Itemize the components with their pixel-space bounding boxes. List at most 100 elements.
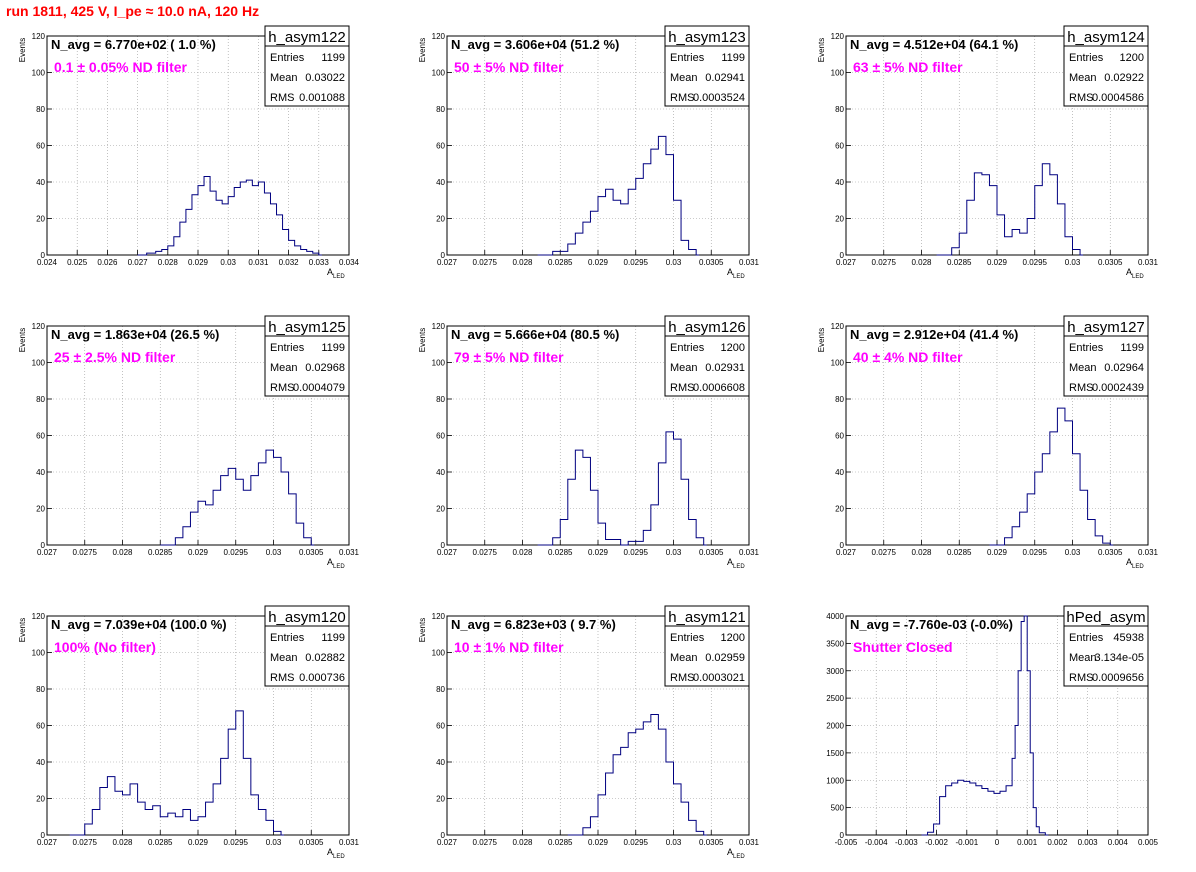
stat-value: 45938 (1113, 632, 1144, 644)
stats-box (664, 315, 750, 397)
x-tick-label: 0.0295 (624, 548, 649, 557)
histogram-name: h_asym121 (668, 609, 746, 626)
stat-label: Entries (270, 342, 305, 354)
x-tick-label: 0.0275 (872, 258, 897, 267)
histogram-line (137, 176, 322, 256)
filter-label: 50 ± 5% ND filter (454, 59, 564, 75)
y-axis-label: Events (817, 328, 826, 352)
x-tick-label: 0.0295 (1023, 258, 1048, 267)
navg-label: N_avg = 4.512e+04 (64.1 %) (850, 37, 1018, 52)
x-tick-label: 0.0305 (299, 548, 324, 557)
y-tick-label: 100 (32, 69, 46, 78)
y-tick-label: 0 (41, 831, 46, 840)
x-axis-label: ALED (727, 267, 745, 280)
y-tick-label: 40 (835, 468, 844, 477)
histogram-line (921, 615, 1049, 836)
y-tick-label: 100 (432, 649, 446, 658)
y-axis-label: Events (817, 38, 826, 62)
stat-label: Entries (1069, 342, 1104, 354)
y-tick-label: 20 (436, 215, 445, 224)
navg-label: N_avg = -7.760e-03 (-0.0%) (850, 617, 1013, 632)
x-tick-label: 0.031 (739, 548, 760, 557)
stat-value: 1199 (321, 342, 345, 354)
stat-label: Entries (1069, 52, 1104, 64)
x-tick-label: 0.03 (1065, 548, 1081, 557)
stat-value: 1199 (321, 632, 345, 644)
navg-label: N_avg = 6.770e+02 ( 1.0 %) (51, 37, 216, 52)
y-tick-label: 40 (835, 178, 844, 187)
y-tick-label: 60 (436, 432, 445, 441)
histogram-name: h_asym127 (1067, 319, 1145, 336)
histogram-name: h_asym124 (1067, 29, 1145, 46)
y-tick-label: 40 (436, 468, 445, 477)
stats-box (664, 605, 750, 687)
stat-value: 0.02964 (1104, 362, 1144, 374)
x-axis-label: ALED (327, 557, 345, 570)
y-tick-label: 40 (36, 178, 45, 187)
stat-label: Entries (1069, 632, 1104, 644)
x-tick-label: -0.003 (895, 838, 918, 847)
y-tick-label: 120 (432, 612, 446, 621)
y-tick-label: 40 (36, 758, 45, 767)
y-tick-label: 120 (831, 322, 845, 331)
x-tick-label: 0.0275 (73, 838, 98, 847)
filter-label: 63 ± 5% ND filter (853, 59, 963, 75)
x-tick-label: 0.027 (836, 258, 857, 267)
stat-value: 1199 (321, 52, 345, 64)
x-tick-label: 0.025 (67, 258, 88, 267)
y-tick-label: 60 (36, 142, 45, 151)
x-tick-label: 0.002 (1047, 838, 1068, 847)
x-tick-label: 0.027 (37, 838, 58, 847)
x-tick-label: 0.0305 (699, 258, 724, 267)
page-title: run 1811, 425 V, I_pe ≈ 10.0 nA, 120 Hz (6, 3, 260, 19)
x-tick-label: -0.004 (865, 838, 888, 847)
stat-label: Entries (670, 342, 705, 354)
x-tick-label: 0.027 (437, 258, 458, 267)
x-tick-label: 0.0305 (299, 838, 324, 847)
y-tick-label: 20 (36, 795, 45, 804)
x-tick-label: 0.028 (512, 548, 533, 557)
x-tick-label: 0.029 (588, 258, 609, 267)
y-tick-label: 1000 (826, 776, 844, 785)
x-tick-label: 0.0295 (224, 838, 249, 847)
stat-value: 0.0003524 (693, 92, 745, 104)
x-tick-label: 0.003 (1078, 838, 1099, 847)
x-tick-label: 0.0295 (624, 258, 649, 267)
stat-label: RMS (1069, 672, 1093, 684)
x-tick-label: 0 (995, 838, 1000, 847)
x-tick-label: 0.028 (911, 258, 932, 267)
x-tick-label: 0.0285 (548, 258, 573, 267)
y-tick-label: 0 (441, 541, 446, 550)
histogram-panel-h_asym120: 0.027 0.0275 0.028 0.0285 0.029 0.0295 0.03 0.0… (18, 605, 360, 860)
x-tick-label: -0.005 (835, 838, 858, 847)
stats-box (264, 315, 350, 397)
histogram-line (567, 714, 707, 836)
stat-value: 0.001088 (299, 92, 345, 104)
stat-label: Mean (270, 362, 298, 374)
x-tick-label: 0.03 (266, 548, 282, 557)
stat-value: 0.02882 (305, 652, 345, 664)
stats-box (1063, 605, 1149, 687)
y-tick-label: 120 (432, 322, 446, 331)
x-tick-label: 0.001 (1017, 838, 1038, 847)
y-tick-label: 80 (835, 105, 844, 114)
navg-label: N_avg = 3.606e+04 (51.2 %) (451, 37, 619, 52)
x-axis-label: ALED (727, 557, 745, 570)
histogram-panel-h_asym123: 0.027 0.0275 0.028 0.0285 0.029 0.0295 0.03 0.0… (418, 25, 760, 280)
stat-value: 1199 (1120, 342, 1144, 354)
stat-value: 0.0006608 (693, 382, 745, 394)
stat-label: Mean (670, 72, 698, 84)
x-tick-label: 0.0275 (473, 548, 498, 557)
stat-value: 3.134e-05 (1094, 652, 1144, 664)
histogram-panel-h_asym126: 0.027 0.0275 0.028 0.0285 0.029 0.0295 0.03 0.0… (418, 315, 760, 570)
x-tick-label: 0.031 (739, 838, 760, 847)
histogram-line (989, 407, 1114, 546)
y-tick-label: 40 (436, 178, 445, 187)
y-axis-label: Events (18, 328, 27, 352)
y-tick-label: 0 (840, 251, 845, 260)
y-tick-label: 80 (436, 105, 445, 114)
stat-label: RMS (670, 672, 694, 684)
y-tick-label: 100 (32, 649, 46, 658)
y-tick-label: 40 (36, 468, 45, 477)
